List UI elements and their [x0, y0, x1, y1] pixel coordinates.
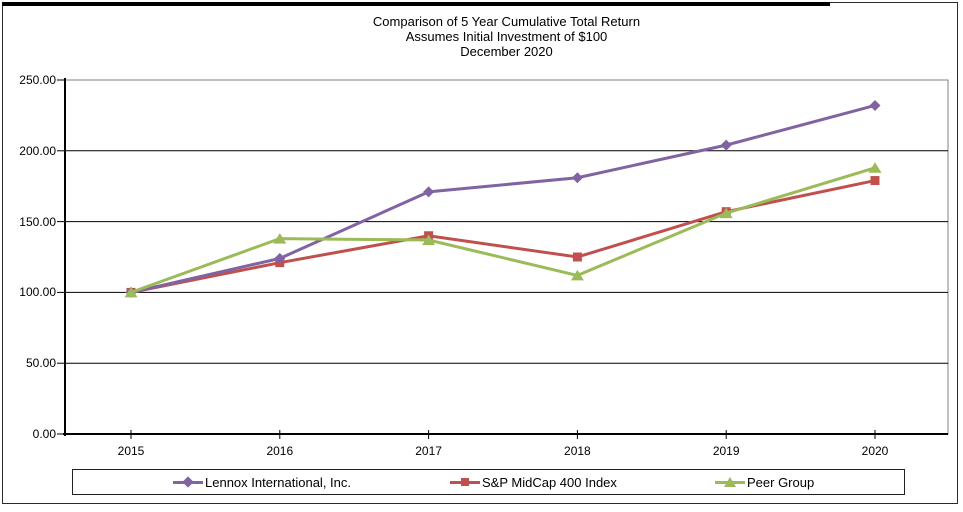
x-tick-label: 2015 — [117, 444, 145, 458]
x-tick-label: 2019 — [712, 444, 740, 458]
series-line-s-p-midcap-400-index — [130, 179, 876, 294]
legend: Lennox International, Inc. S&P MidCap 40… — [72, 469, 905, 495]
legend-label-sp-midcap: S&P MidCap 400 Index — [482, 474, 617, 490]
x-tick-label: 2020 — [861, 444, 889, 458]
chart-title-line1: Comparison of 5 Year Cumulative Total Re… — [372, 14, 641, 29]
series-line-lennox-international-inc — [130, 104, 876, 294]
legend-label-lennox: Lennox International, Inc. — [205, 474, 351, 490]
marker-triangle-peer-group — [570, 269, 584, 281]
series-line-peer-group — [130, 166, 876, 294]
marker-triangle-peer-group — [422, 234, 436, 246]
y-tick-label: 50.00 — [25, 356, 56, 371]
x-tick-label: 2018 — [564, 444, 591, 458]
peer-group-line-sample — [715, 476, 745, 488]
y-tick-label: 0.00 — [32, 427, 56, 441]
marker-square-s-p-midcap-400-index — [572, 252, 582, 262]
y-tick-label: 250.00 — [19, 73, 56, 87]
marker-triangle-peer-group — [719, 207, 733, 219]
triangle-marker-icon — [724, 477, 736, 487]
diamond-marker-icon — [182, 476, 194, 488]
y-tick-label: 100.00 — [19, 285, 56, 300]
legend-item-lennox: Lennox International, Inc. — [173, 470, 351, 494]
marker-diamond-lennox-international-inc — [720, 139, 732, 151]
legend-item-sp-midcap: S&P MidCap 400 Index — [450, 470, 617, 494]
x-tick-label: 2016 — [266, 444, 294, 458]
marker-diamond-lennox-international-inc — [423, 186, 435, 198]
series-peer-group — [124, 162, 882, 298]
marker-square-s-p-midcap-400-index — [870, 176, 880, 186]
square-marker-icon — [461, 478, 469, 486]
series-lennox-international-inc — [125, 99, 881, 298]
y-tick-label: 200.00 — [19, 143, 56, 158]
marker-triangle-peer-group — [124, 286, 138, 298]
marker-diamond-lennox-international-inc — [571, 172, 583, 184]
lennox-line-sample — [173, 476, 203, 488]
y-tick-label: 150.00 — [19, 214, 56, 229]
series-s-p-midcap-400-index — [126, 176, 880, 297]
chart-title-line3: December 2020 — [460, 44, 553, 59]
legend-item-peer-group: Peer Group — [715, 470, 814, 494]
sp-midcap-line-sample — [450, 476, 480, 488]
top-rule — [2, 2, 830, 6]
x-tick-label: 2017 — [415, 444, 442, 458]
marker-triangle-peer-group — [868, 162, 882, 173]
chart-title: Comparison of 5 Year Cumulative Total Re… — [65, 14, 948, 59]
chart-title-line2: Assumes Initial Investment of $100 — [405, 29, 608, 44]
marker-diamond-lennox-international-inc — [869, 99, 881, 111]
legend-label-peer-group: Peer Group — [747, 474, 815, 490]
marker-diamond-lennox-international-inc — [274, 252, 286, 264]
marker-triangle-peer-group — [273, 233, 287, 244]
